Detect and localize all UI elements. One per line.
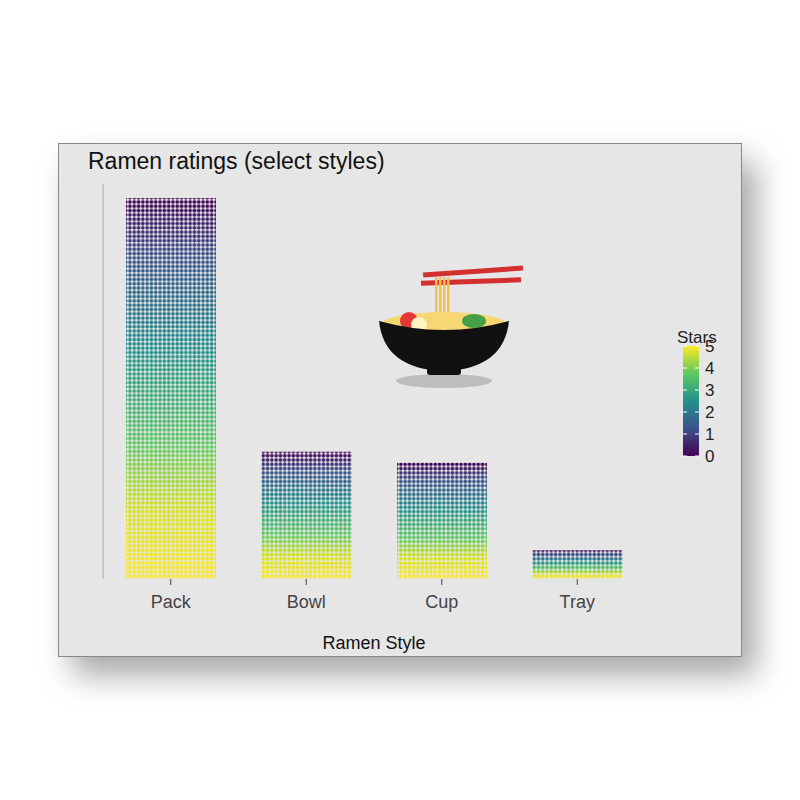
svg-text:1: 1 — [705, 425, 714, 444]
svg-text:Ramen Style: Ramen Style — [322, 633, 425, 653]
svg-text:Tray: Tray — [560, 592, 595, 612]
svg-text:0: 0 — [705, 447, 714, 466]
svg-text:2: 2 — [705, 403, 714, 422]
svg-text:5: 5 — [705, 337, 714, 356]
html-text:Ramen ratings (select styles): Ramen ratings (select styles) — [88, 148, 385, 174]
svg-text:Bowl: Bowl — [287, 592, 326, 612]
svg-text:4: 4 — [705, 359, 714, 378]
svg-text:3: 3 — [705, 381, 714, 400]
svg-text:Cup: Cup — [425, 592, 458, 612]
svg-text:Pack: Pack — [151, 592, 192, 612]
svg-text:Stars: Stars — [677, 328, 717, 347]
